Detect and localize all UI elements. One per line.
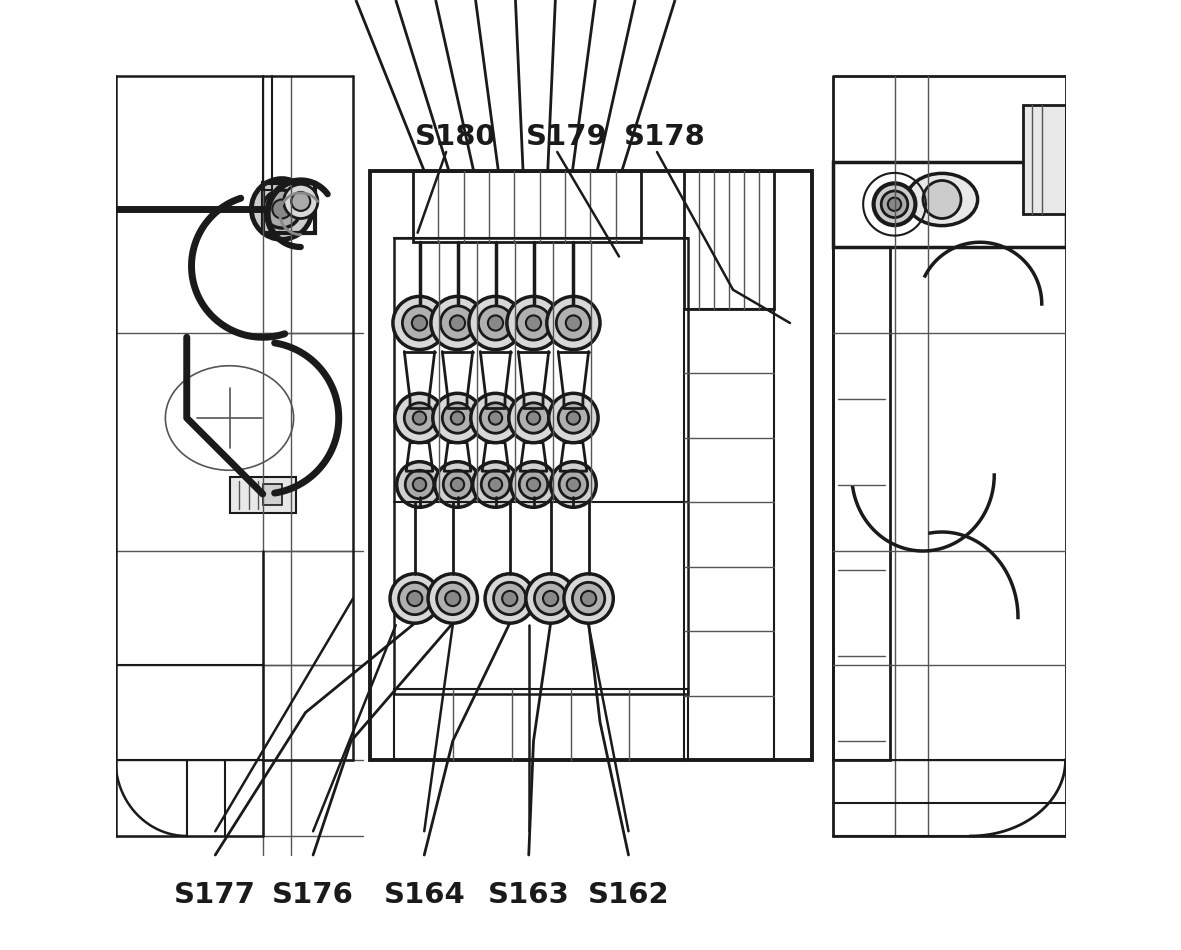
Circle shape xyxy=(502,591,517,606)
Circle shape xyxy=(472,462,518,507)
Circle shape xyxy=(404,403,435,433)
Circle shape xyxy=(507,296,560,350)
Text: S178: S178 xyxy=(624,123,705,151)
Circle shape xyxy=(443,403,472,433)
Bar xyxy=(370,171,811,760)
Circle shape xyxy=(881,191,908,218)
Circle shape xyxy=(262,190,301,228)
Text: S180: S180 xyxy=(415,123,496,151)
Circle shape xyxy=(399,582,431,615)
Circle shape xyxy=(547,296,600,350)
Circle shape xyxy=(390,574,439,623)
Bar xyxy=(262,484,282,505)
Circle shape xyxy=(581,591,596,606)
Circle shape xyxy=(559,470,588,499)
Circle shape xyxy=(556,306,590,340)
Circle shape xyxy=(394,393,444,443)
Circle shape xyxy=(445,591,461,606)
Circle shape xyxy=(471,393,520,443)
Circle shape xyxy=(450,315,465,331)
Text: S179: S179 xyxy=(526,123,608,151)
Bar xyxy=(833,162,1065,247)
Circle shape xyxy=(494,582,526,615)
Circle shape xyxy=(567,478,580,491)
Circle shape xyxy=(437,582,469,615)
Circle shape xyxy=(489,478,502,491)
Bar xyxy=(1023,104,1065,214)
Circle shape xyxy=(527,478,540,491)
Text: S164: S164 xyxy=(384,881,465,909)
Bar xyxy=(684,171,774,309)
Circle shape xyxy=(543,591,559,606)
Circle shape xyxy=(407,591,423,606)
Circle shape xyxy=(516,306,550,340)
Circle shape xyxy=(432,393,482,443)
Circle shape xyxy=(469,296,522,350)
Circle shape xyxy=(526,315,541,331)
Circle shape xyxy=(431,296,484,350)
Bar xyxy=(262,183,315,233)
Circle shape xyxy=(451,478,464,491)
Circle shape xyxy=(924,180,961,218)
Bar xyxy=(684,309,774,760)
Bar xyxy=(833,247,889,760)
Circle shape xyxy=(874,183,915,225)
Circle shape xyxy=(526,574,575,623)
Bar xyxy=(413,171,641,242)
Circle shape xyxy=(566,315,581,331)
Circle shape xyxy=(489,411,502,425)
Circle shape xyxy=(443,470,471,499)
Circle shape xyxy=(393,296,446,350)
Circle shape xyxy=(413,411,426,425)
Text: S163: S163 xyxy=(488,881,569,909)
Circle shape xyxy=(428,574,477,623)
Circle shape xyxy=(413,478,426,491)
Bar xyxy=(229,477,296,513)
Circle shape xyxy=(481,470,510,499)
Circle shape xyxy=(403,306,437,340)
Circle shape xyxy=(405,470,433,499)
Circle shape xyxy=(478,306,513,340)
Circle shape xyxy=(283,184,318,218)
Ellipse shape xyxy=(906,173,978,226)
Text: S177: S177 xyxy=(175,881,256,909)
Circle shape xyxy=(518,403,549,433)
Circle shape xyxy=(559,403,588,433)
Circle shape xyxy=(535,582,567,615)
Bar xyxy=(393,238,689,694)
Circle shape xyxy=(888,198,901,211)
Circle shape xyxy=(451,411,464,425)
Circle shape xyxy=(509,393,559,443)
Circle shape xyxy=(488,315,503,331)
Circle shape xyxy=(567,411,580,425)
Circle shape xyxy=(520,470,548,499)
Bar xyxy=(393,689,689,760)
Circle shape xyxy=(527,411,540,425)
Circle shape xyxy=(563,574,613,623)
Text: S176: S176 xyxy=(272,881,354,909)
Circle shape xyxy=(435,462,481,507)
Circle shape xyxy=(550,462,596,507)
Circle shape xyxy=(412,315,428,331)
Circle shape xyxy=(573,582,605,615)
Circle shape xyxy=(510,462,556,507)
Circle shape xyxy=(273,200,292,219)
Circle shape xyxy=(397,462,443,507)
Text: S162: S162 xyxy=(588,881,670,909)
Circle shape xyxy=(292,192,311,211)
Circle shape xyxy=(252,179,312,239)
Circle shape xyxy=(441,306,475,340)
Circle shape xyxy=(485,574,535,623)
Circle shape xyxy=(549,393,598,443)
Circle shape xyxy=(481,403,510,433)
